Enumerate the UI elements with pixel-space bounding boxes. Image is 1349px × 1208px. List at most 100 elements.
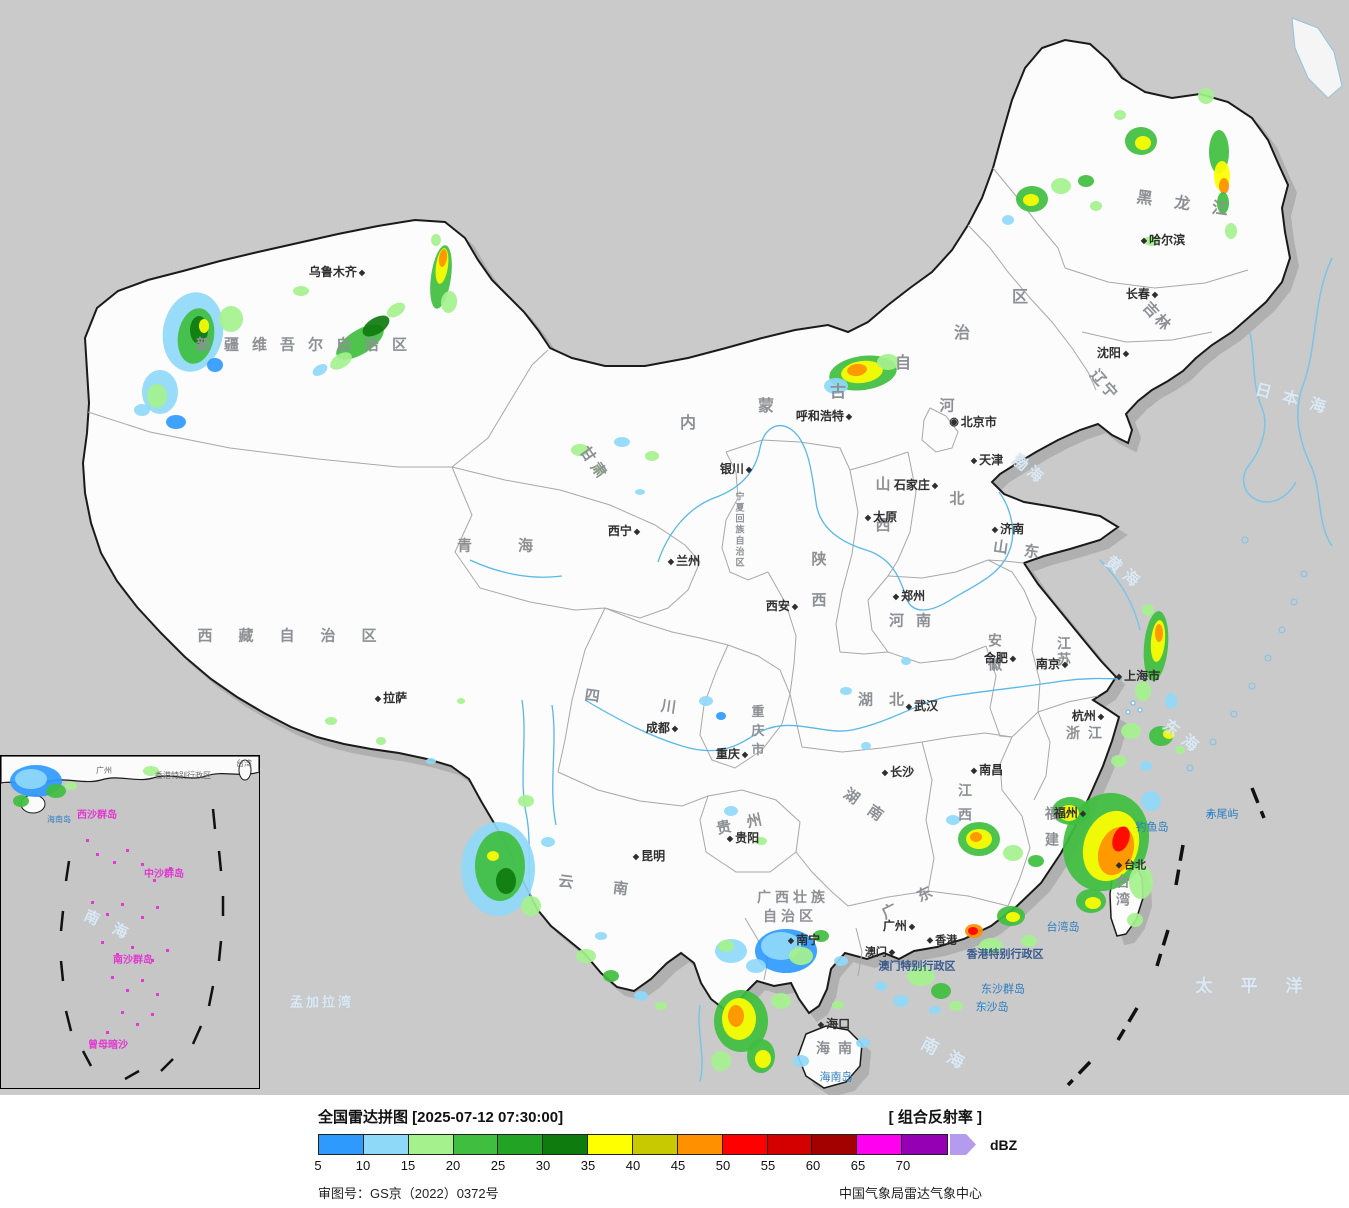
radar-echo-cell xyxy=(1078,175,1094,187)
reef-dot xyxy=(151,959,154,962)
dbz-color-segment xyxy=(633,1135,678,1154)
dbz-color-segment xyxy=(453,1135,499,1154)
dbz-tick-label: 50 xyxy=(715,1158,731,1173)
colorbar-row: dBZ xyxy=(318,1134,1017,1155)
radar-echo-cell xyxy=(746,959,766,973)
ryukyu-islands xyxy=(1186,536,1308,772)
dbz-tick-label: 60 xyxy=(805,1158,821,1173)
radar-echo-cell xyxy=(594,466,606,474)
radar-echo-cell xyxy=(1135,136,1151,150)
radar-echo-cell xyxy=(645,451,659,461)
radar-echo-cell xyxy=(1051,178,1071,194)
reef-dot xyxy=(141,979,144,982)
data-source: 中国气象局雷达气象中心 xyxy=(838,1186,982,1201)
radar-echo-cell xyxy=(789,947,813,965)
dbz-tick-label: 15 xyxy=(400,1158,416,1173)
reef-dot xyxy=(121,903,124,906)
legend-product: [ 组合反射率 ] xyxy=(888,1109,982,1126)
radar-echo-cell xyxy=(521,896,541,916)
dbz-color-segment xyxy=(677,1135,723,1154)
legend-title: 全国雷达拼图 [2025-07-12 07:30:00] xyxy=(318,1109,564,1126)
radar-echo-cell xyxy=(1129,865,1153,899)
dbz-color-segment xyxy=(319,1135,364,1154)
radar-echo-cell xyxy=(1059,805,1079,821)
radar-echo-cell xyxy=(13,795,29,807)
radar-echo-cell xyxy=(1135,681,1151,701)
reef-dot xyxy=(91,901,94,904)
reef-dot xyxy=(166,949,169,952)
radar-echo-cell xyxy=(65,782,77,790)
radar-echo-cell xyxy=(386,302,406,318)
reef-dot xyxy=(126,989,129,992)
dbz-tick-label: 40 xyxy=(625,1158,641,1173)
reef-dot xyxy=(106,913,109,916)
reef-dot xyxy=(156,906,159,909)
dbz-color-segment xyxy=(767,1135,813,1154)
reef-dot xyxy=(121,1011,124,1014)
dbz-color-segment xyxy=(363,1135,409,1154)
legend-bar: 全国雷达拼图 [2025-07-12 07:30:00] [ 组合反射率 ] d… xyxy=(0,1095,1349,1208)
radar-echo-cell xyxy=(979,938,1003,954)
radar-echo-cell xyxy=(1163,729,1175,739)
radar-echo-cell xyxy=(840,687,852,695)
radar-echo-cell xyxy=(1111,755,1127,767)
reef-dot xyxy=(136,1023,139,1026)
radar-echo-cell xyxy=(1219,178,1229,194)
china-radar-map: 黑龙江 吉林 辽宁内蒙古自治区新疆维吾尔自治区 甘肃 青海 西藏自治区 四川 云南 贵州 重庆市湖… xyxy=(0,17,1343,1095)
radar-echo-cell xyxy=(134,404,150,416)
reef-dot xyxy=(116,953,119,956)
radar-echo-cell xyxy=(949,1001,963,1011)
radar-echo-cell xyxy=(1023,194,1039,206)
reef-dot xyxy=(101,941,104,944)
radar-echo-cell xyxy=(603,970,619,982)
inset-svg xyxy=(1,756,259,1088)
reef-dot xyxy=(153,879,156,882)
radar-echo-cell xyxy=(861,742,871,750)
radar-echo-cell xyxy=(635,489,645,495)
radar-echo-cell xyxy=(143,766,159,776)
dbz-color-segment xyxy=(408,1135,454,1154)
radar-echo-cell xyxy=(1003,845,1023,861)
radar-echo-cell xyxy=(487,851,499,861)
radar-echo-cell xyxy=(1021,935,1037,947)
radar-echo-cell xyxy=(207,358,223,372)
radar-echo-cell xyxy=(312,364,328,376)
reef-dot xyxy=(96,853,99,856)
radar-echo-cell xyxy=(541,837,555,847)
radar-echo-cell xyxy=(1225,223,1237,239)
radar-echo-cell xyxy=(431,234,441,246)
inset-sea-background xyxy=(1,756,259,1088)
radar-echo-cell xyxy=(166,415,186,429)
radar-echo-cell xyxy=(1112,826,1130,852)
dbz-tick-label: 5 xyxy=(314,1158,322,1173)
radar-echo-cell xyxy=(856,1038,870,1048)
radar-echo-cell xyxy=(325,717,337,725)
radar-echo-cell xyxy=(147,384,167,408)
nine-dash-line xyxy=(1066,787,1266,1087)
radar-echo-cell xyxy=(219,306,243,332)
dbz-tick-label: 55 xyxy=(760,1158,776,1173)
radar-echo-cell xyxy=(1198,88,1214,104)
dbz-tick-label: 20 xyxy=(445,1158,461,1173)
reef-dot xyxy=(141,916,144,919)
radar-echo-cell xyxy=(496,868,516,894)
radar-echo-cell xyxy=(724,806,738,816)
radar-echo-cell xyxy=(362,315,390,337)
reef-dot xyxy=(141,863,144,866)
radar-echo-cell xyxy=(46,784,66,798)
radar-echo-cell xyxy=(1127,913,1143,927)
radar-echo-cell xyxy=(1028,855,1044,867)
radar-echo-cell xyxy=(1144,236,1160,246)
radar-echo-layer xyxy=(134,88,1237,1073)
dbz-tick-label: 25 xyxy=(490,1158,506,1173)
radar-echo-cell xyxy=(699,696,713,706)
radar-echo-cell xyxy=(877,354,899,370)
radar-echo-cell xyxy=(813,930,829,942)
radar-echo-cell xyxy=(426,758,436,764)
foreign-coastlines xyxy=(698,257,1333,1083)
radar-echo-cell xyxy=(571,444,589,456)
radar-echo-cell xyxy=(199,319,209,333)
reef-dot xyxy=(169,867,172,870)
radar-echo-cell xyxy=(595,932,607,940)
